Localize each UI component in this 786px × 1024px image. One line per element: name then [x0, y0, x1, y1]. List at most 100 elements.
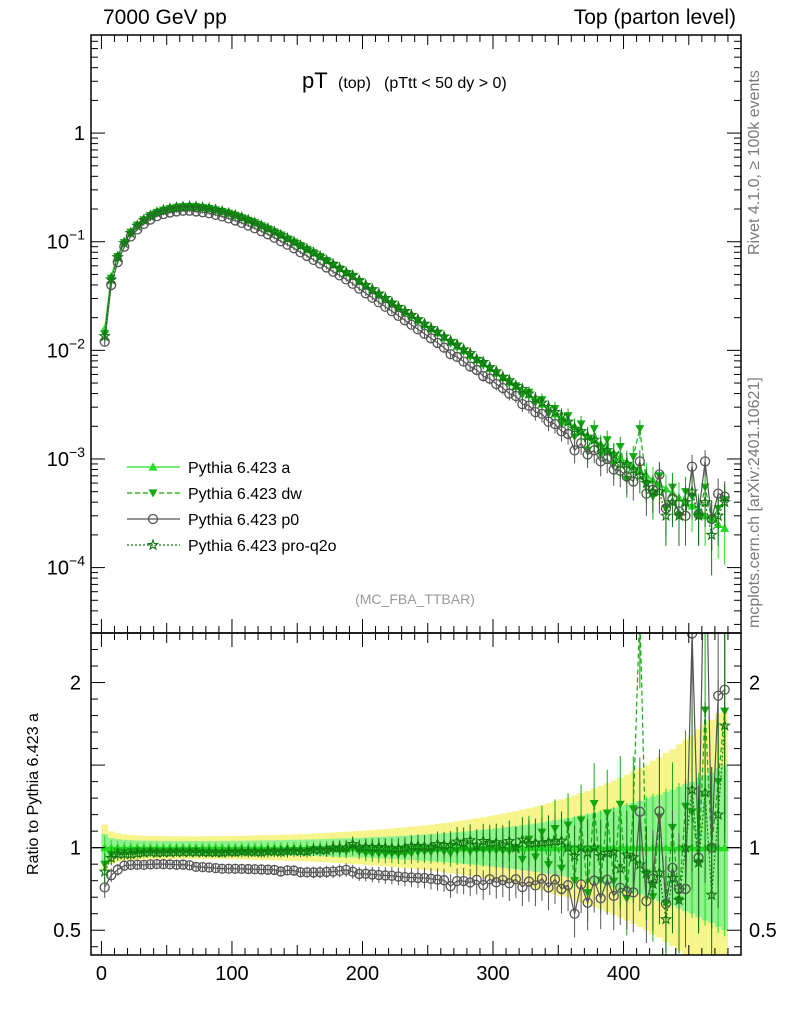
point-pro_q2o: [627, 462, 640, 475]
point-pro_q2o: [255, 219, 268, 232]
ratio-point-pro_q2o: [633, 858, 647, 870]
point-pro_q2o: [385, 296, 399, 308]
axis-ticks: 10−4 10−3 10−2 10−1 1 0 100 200 300 400 0.5 0.5 1 1 2 2: [47, 34, 777, 985]
ratio-point-dw: [589, 800, 599, 809]
ratio-point-p0: [217, 863, 228, 874]
point-pro_q2o: [568, 422, 581, 435]
ratio-point-p0: [119, 860, 130, 871]
ratio-point-dw: [635, 607, 644, 615]
point-pro_q2o: [398, 304, 412, 317]
ratio-point-p0: [354, 868, 365, 880]
ratio-point-p0: [517, 881, 528, 893]
ratio-xtick-label: 100: [215, 963, 248, 985]
ratio-point-p0: [432, 874, 443, 885]
legend: Pythia 6.423 a Pythia 6.423 dw Pythia 6.42…: [127, 460, 337, 555]
ratio-plot-series: [98, 607, 731, 955]
point-pro_q2o: [548, 405, 562, 418]
ratio-point-p0: [569, 908, 580, 919]
ratio-ytick-label: 1: [70, 838, 81, 860]
point-pro_q2o: [411, 312, 425, 325]
point-pro_q2o: [144, 209, 157, 222]
ratio-point-pro_q2o: [98, 865, 111, 878]
point-pro_q2o: [705, 528, 718, 541]
ratio-point-p0: [190, 861, 202, 873]
ratio-point-pro_q2o: [476, 834, 490, 847]
point-pro_q2o: [496, 370, 510, 383]
point-p0: [686, 461, 698, 472]
point-pro_q2o: [437, 329, 451, 342]
point-pro_q2o: [712, 509, 725, 522]
ratio-point-pro_q2o: [588, 841, 601, 854]
point-pro_q2o: [189, 200, 203, 213]
ratio-point-pro_q2o: [516, 833, 529, 846]
ratio-point-p0: [713, 690, 724, 701]
ratio-point-pro_q2o: [679, 841, 692, 854]
point-pro_q2o: [685, 485, 699, 498]
ratio-point-pro_q2o: [340, 841, 353, 854]
point-p0: [471, 364, 482, 376]
ratio-series-pro_q2o: [98, 633, 731, 955]
point-pro_q2o: [98, 329, 111, 342]
ratio-point-p0: [243, 863, 254, 875]
point-dw: [635, 425, 645, 434]
point-pro_q2o: [300, 242, 314, 255]
point-pro_q2o: [431, 325, 444, 338]
plot-title-condition: (pTtt < 50 dy > 0): [384, 75, 507, 92]
ratio-point-p0: [549, 874, 561, 885]
point-p0: [556, 426, 567, 437]
ratio-ytick-label-right: 0.5: [749, 920, 777, 942]
ratio-point-p0: [471, 874, 482, 886]
ratio-point-pro_q2o: [131, 846, 144, 859]
ratio-point-p0: [536, 873, 548, 884]
point-dw: [615, 442, 625, 452]
ratio-point-p0: [99, 882, 110, 893]
plot-title-sub: (top): [338, 75, 371, 92]
point-pro_q2o: [588, 433, 601, 446]
ratio-point-p0: [262, 864, 274, 875]
ratio-point-a: [720, 843, 730, 852]
ratio-point-p0: [510, 874, 521, 885]
point-a: [720, 523, 730, 532]
point-pro_q2o: [555, 409, 568, 422]
point-pro_q2o: [150, 206, 164, 219]
point-pro_q2o: [561, 415, 575, 428]
ratio-point-p0: [230, 863, 241, 874]
point-pro_q2o: [692, 509, 705, 522]
ratio-point-pro_q2o: [379, 841, 392, 854]
ratio-point-pro_q2o: [450, 835, 464, 847]
point-p0: [699, 456, 711, 467]
point-pro_q2o: [287, 235, 301, 248]
point-pro_q2o: [640, 476, 653, 489]
ratio-point-p0: [327, 866, 339, 877]
point-dw: [589, 425, 599, 434]
ratio-point-pro_q2o: [698, 786, 712, 798]
point-pro_q2o: [698, 495, 712, 508]
ratio-xtick-label: 200: [346, 963, 379, 985]
legend-marker-a: [148, 462, 158, 471]
ratio-point-p0: [360, 868, 371, 879]
legend-marker-p0: [147, 513, 159, 525]
ratio-point-pro_q2o: [646, 877, 660, 890]
ratio-point-pro_q2o: [666, 871, 679, 884]
point-p0: [478, 370, 489, 382]
ratio-ytick-label-right: 2: [749, 673, 760, 695]
ratio-point-p0: [295, 867, 306, 878]
point-p0: [569, 445, 580, 456]
point-pro_q2o: [352, 273, 366, 286]
point-pro_q2o: [672, 509, 686, 522]
point-pro_q2o: [450, 337, 464, 350]
ratio-point-p0: [203, 862, 215, 873]
point-p0: [530, 406, 541, 418]
point-pro_q2o: [503, 373, 516, 386]
ratio-point-p0: [308, 867, 319, 878]
ratio-point-p0: [412, 872, 424, 884]
ratio-xtick-label: 400: [607, 963, 640, 985]
ratio-point-pro_q2o: [640, 866, 653, 879]
point-pro_q2o: [679, 495, 692, 508]
point-pro_q2o: [529, 391, 542, 404]
ratio-point-p0: [288, 865, 300, 876]
ratio-point-p0: [634, 806, 645, 817]
ratio-point-p0: [367, 869, 378, 880]
ratio-point-p0: [445, 881, 456, 892]
